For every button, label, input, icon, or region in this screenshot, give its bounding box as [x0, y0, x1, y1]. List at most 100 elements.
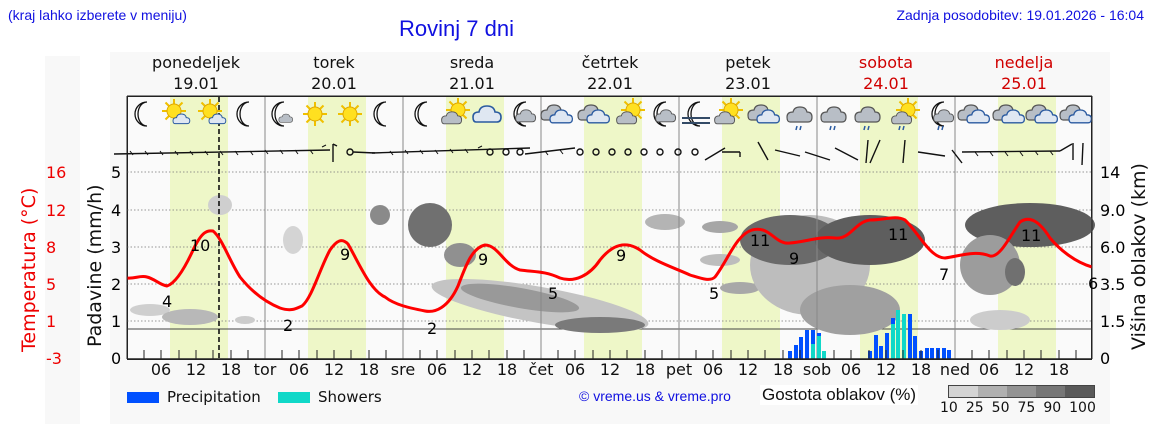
temperature-axis-title: Temperatura (°C) [18, 187, 40, 352]
precip-tick: 1 [111, 312, 122, 331]
moon-icon [134, 101, 148, 127]
density-tick: 10 [940, 400, 958, 416]
x-tick: 12 [737, 360, 759, 379]
cloud-density-layer [130, 195, 1095, 335]
day-name: četrtek [581, 53, 639, 72]
x-tick: 18 [220, 360, 242, 379]
sun-icon [337, 101, 363, 127]
day-separators [264, 97, 956, 359]
x-tick: 06 [150, 360, 172, 379]
precipitation-label: Precipitation [167, 388, 261, 406]
day-date: 25.01 [1001, 74, 1047, 93]
temp-label: 2 [427, 319, 438, 338]
x-tick: 06 [288, 360, 310, 379]
temp-label: 2 [283, 316, 294, 335]
day-date: 23.01 [725, 74, 771, 93]
showers-label: Showers [318, 388, 382, 406]
cloud-height-tick: 6.0 [1100, 238, 1126, 257]
cloud-icon [540, 104, 574, 124]
cloud-height-tick: 1.5 [1100, 312, 1126, 331]
day-header-saturday: sobota 24.01 [826, 52, 946, 94]
cloud-rain-icon [786, 106, 813, 131]
x-tick: 06 [978, 360, 1000, 379]
x-tick: 12 [1013, 360, 1035, 379]
x-tick: 12 [185, 360, 207, 379]
x-tick: 06 [840, 360, 862, 379]
cloud-icon [957, 104, 991, 124]
precip-tick: 5 [111, 163, 122, 182]
x-tick: pet [665, 360, 693, 379]
temp-label: 6 [1088, 274, 1099, 293]
temp-tick: 1 [46, 312, 57, 331]
x-tick: 18 [1048, 360, 1070, 379]
x-tick: sre [390, 360, 416, 379]
moon-icon [414, 101, 428, 127]
day-name: nedelja [994, 53, 1054, 72]
location-menu-hint[interactable]: (kraj lahko izberete v meniju) [8, 7, 187, 23]
cloud-density-label: Gostota oblakov (%) [760, 385, 919, 405]
density-tick: 90 [1043, 400, 1062, 416]
density-tick: 75 [1017, 400, 1036, 416]
weather-icons-row [134, 97, 1093, 131]
day-date: 24.01 [863, 74, 909, 93]
legend-showers: Showers [278, 388, 382, 406]
x-tick: 18 [772, 360, 794, 379]
x-axis-ticks [143, 350, 1077, 359]
day-header-tuesday: torek 20.01 [274, 52, 394, 94]
precipitation-axis-title: Padavine (mm/h) [84, 184, 106, 347]
x-tick: tor [253, 360, 277, 379]
temp-label: 11 [1021, 226, 1042, 245]
cloud-rain-icon [820, 106, 847, 131]
day-name: sreda [449, 53, 495, 72]
day-name: ponedeljek [152, 53, 240, 72]
day-date: 22.01 [587, 74, 633, 93]
moon-fog-icon [682, 101, 710, 127]
copyright-link[interactable]: © vreme.us & vreme.pro [579, 388, 731, 404]
precip-tick: 4 [111, 201, 122, 220]
temp-label: 4 [162, 292, 173, 311]
x-tick: ned [939, 360, 971, 379]
x-tick: čet [528, 360, 554, 379]
last-update: Zadnja posodobitev: 19.01.2026 - 16:04 [896, 7, 1144, 23]
left-axis-panel [45, 56, 80, 424]
legend-precipitation: Precipitation [127, 388, 261, 406]
precipitation-bars [788, 310, 951, 359]
temp-label: 9 [616, 246, 627, 265]
day-date: 19.01 [173, 74, 219, 93]
x-tick: 18 [910, 360, 932, 379]
day-header-sunday: nedelja 25.01 [964, 52, 1084, 94]
temp-label: 9 [789, 249, 800, 268]
x-tick: 18 [634, 360, 656, 379]
day-name: torek [313, 53, 355, 72]
cloud-height-tick: 9.0 [1100, 201, 1126, 220]
cloud-icon [1059, 104, 1093, 124]
moon-cloud-icon [653, 101, 677, 127]
page-title: Rovinj 7 dni [399, 16, 514, 41]
day-name: sobota [858, 53, 914, 72]
cloud-height-tick: 0 [1100, 349, 1111, 368]
day-header-friday: petek 23.01 [688, 52, 808, 94]
cloud-height-tick: 3.5 [1100, 275, 1126, 294]
temp-tick: 5 [46, 275, 57, 294]
moon-cloud-rain-icon [931, 101, 955, 131]
temp-label: 11 [750, 231, 771, 250]
temp-label: 5 [709, 284, 720, 303]
moon-cloud-icon [271, 101, 293, 127]
x-tick: 12 [323, 360, 345, 379]
temp-tick: 8 [46, 238, 57, 257]
temp-label: 5 [548, 284, 559, 303]
day-header-monday: ponedeljek 19.01 [136, 52, 256, 94]
cloud-height-axis-title: Višina oblakov (km) [1128, 163, 1150, 350]
density-tick: 100 [1069, 400, 1096, 416]
x-tick: 12 [875, 360, 897, 379]
moon-icon [373, 101, 387, 127]
temp-tick: 16 [46, 163, 67, 182]
precipitation-swatch [127, 392, 159, 403]
temp-label: 9 [478, 250, 489, 269]
temp-label: 11 [888, 225, 909, 244]
moon-icon [236, 101, 250, 127]
day-header-thursday: četrtek 22.01 [550, 52, 670, 94]
temp-tick: 12 [46, 201, 67, 220]
precip-tick: 3 [111, 238, 122, 257]
